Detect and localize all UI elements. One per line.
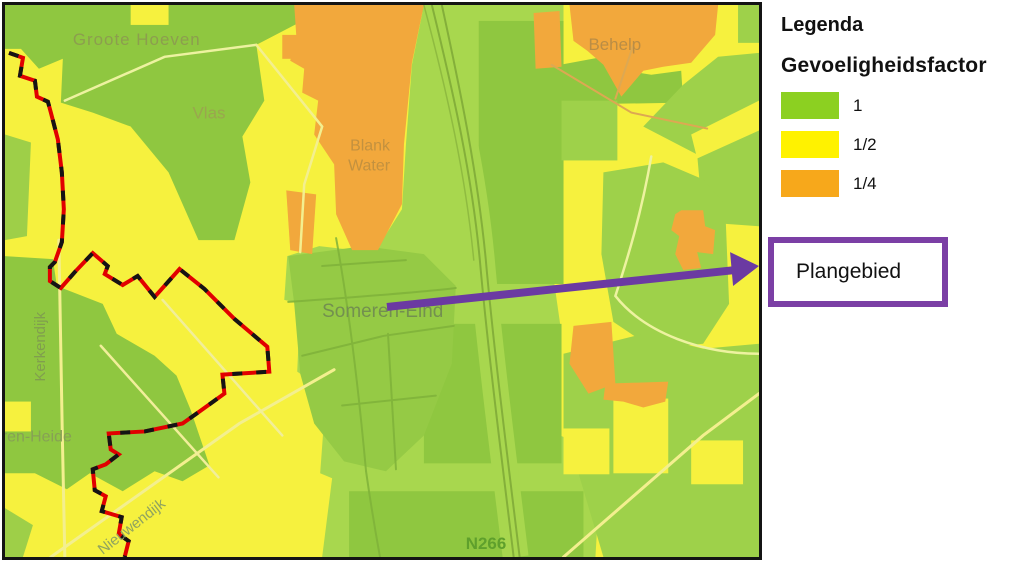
map-frame: Groote Hoeven Vlas Blank Water Behelp So… — [2, 2, 762, 560]
label-kerkendijk: Kerkendijk — [32, 311, 49, 381]
plangebied-callout: Plangebied — [768, 237, 948, 307]
label-n266: N266 — [466, 534, 507, 553]
legend-swatch-green — [781, 92, 839, 119]
legend-item-factor-1: 1 — [781, 92, 1001, 119]
label-vlas: Vlas — [193, 104, 226, 123]
legend-title: Legenda — [781, 14, 864, 36]
plangebied-label: Plangebied — [796, 260, 902, 283]
municipal-boundary — [8, 50, 272, 557]
legend-swatch-yellow — [781, 131, 839, 158]
legend-item-label: 1 — [853, 96, 863, 115]
label-blank: Blank — [350, 137, 390, 154]
legend-panel: Legenda Gevoeligheidsfactor 1 1/2 1/4 — [770, 0, 1024, 562]
legend-item-factor-quarter: 1/4 — [781, 170, 1001, 197]
roads — [49, 5, 759, 557]
legend-subtitle: Gevoeligheidsfactor — [781, 54, 987, 77]
orange-regions — [282, 5, 719, 408]
sensitivity-map: Groote Hoeven Vlas Blank Water Behelp So… — [5, 5, 759, 557]
legend-item-label: 1/4 — [853, 174, 877, 193]
label-water: Water — [348, 157, 391, 174]
label-someren-heide: Someren-Heide — [5, 428, 72, 445]
plangebied-arrow — [386, 252, 759, 311]
label-groote-hoeven: Groote Hoeven — [73, 30, 201, 49]
legend-swatch-orange — [781, 170, 839, 197]
legend-item-label: 1/2 — [853, 135, 877, 154]
green-regions — [5, 5, 759, 557]
legend-item-factor-half: 1/2 — [781, 131, 1001, 158]
label-behelp: Behelp — [588, 35, 641, 54]
